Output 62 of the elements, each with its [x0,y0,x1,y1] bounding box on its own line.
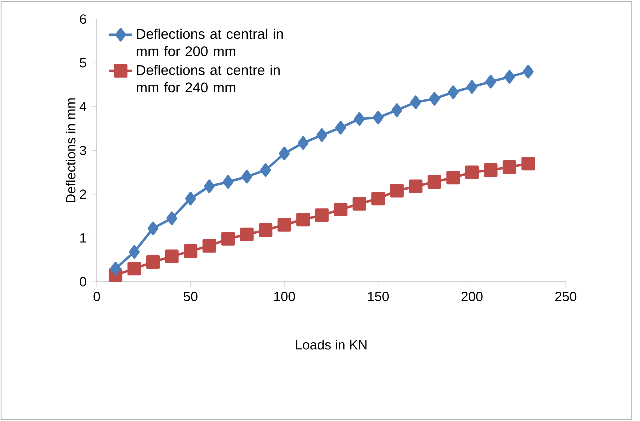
point [222,232,236,246]
point [298,136,309,150]
x-tick-label: 100 [274,292,296,302]
point [409,180,423,194]
point [465,166,479,180]
point [202,239,216,253]
point [204,180,215,194]
point [502,160,517,174]
point [352,197,366,211]
point [242,170,252,184]
point [446,171,460,185]
point [260,164,272,178]
x-axis-title: Loads in KN [296,340,367,350]
y-tick-label: 6 [80,14,86,24]
y-tick-label: 5 [80,58,86,68]
point [372,192,386,206]
point [390,184,404,198]
point [185,192,196,206]
point [354,112,366,126]
x-tick-label: 200 [462,292,483,302]
point [316,128,328,142]
y-tick-label: 0 [80,277,86,287]
point [146,255,160,270]
point [429,92,440,106]
y-tick-label: 2 [80,190,86,200]
point [334,202,348,217]
point [279,146,290,161]
point [222,175,234,189]
point [484,164,498,178]
point [259,224,273,238]
point [373,111,384,125]
point [410,96,422,110]
point [129,245,140,260]
legend-label: Deflections at central in mm for 200 mm [137,28,284,56]
x-tick-label: 250 [556,292,577,302]
point [522,156,536,171]
x-tick-label: 0 [94,292,100,302]
point [448,86,459,100]
point [278,218,292,232]
point [110,262,122,276]
y-axis-title: Deflections in mm [66,98,76,203]
y-tick-label: 4 [80,102,87,112]
point [240,228,254,242]
point [166,212,178,226]
point [428,175,442,189]
point [296,213,310,227]
point [335,121,346,135]
x-tick-label: 50 [184,292,198,302]
point [466,80,478,94]
x-tick-label: 150 [368,292,390,302]
legend-label: Deflections at centre in mm for 240 mm [137,65,280,93]
y-tick-label: 3 [80,146,86,156]
y-tick-label: 1 [80,234,86,243]
point [504,70,516,84]
point [486,75,496,89]
point [128,262,142,276]
point [165,250,179,264]
point [184,244,198,258]
point [523,65,534,79]
point [148,222,159,236]
point [392,104,403,118]
point [315,208,329,222]
